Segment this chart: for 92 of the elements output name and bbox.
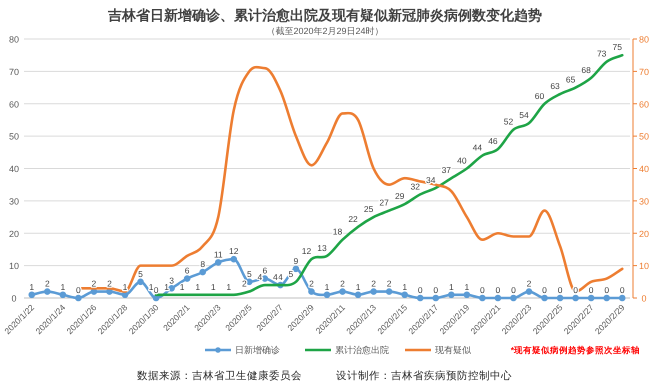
data-label: 2 xyxy=(526,278,532,289)
data-label: 0 xyxy=(433,285,438,295)
data-label: 1 xyxy=(164,282,170,292)
y-tick-label: 30 xyxy=(8,196,20,206)
data-label: 5 xyxy=(138,268,144,279)
data-label: 34 xyxy=(426,174,436,185)
data-label: 2 xyxy=(107,278,112,289)
data-label: 0 xyxy=(542,285,548,295)
data-label: 40 xyxy=(457,156,467,166)
data-label: 6 xyxy=(184,266,190,276)
y-tick-label: 70 xyxy=(8,66,20,77)
data-label: 2 xyxy=(92,278,97,289)
data-label: 25 xyxy=(364,204,374,214)
data-label: 0 xyxy=(604,285,610,295)
data-label: 22 xyxy=(348,214,358,224)
data-label: 2 xyxy=(371,278,376,289)
data-label: 13 xyxy=(317,242,327,253)
legend-label: 现有疑似 xyxy=(435,345,471,355)
data-label: 65 xyxy=(566,74,576,85)
data-label: 1 xyxy=(210,282,216,292)
y2-tick-label: 50 xyxy=(638,132,650,142)
data-label: 0 xyxy=(558,285,563,295)
data-label: 2 xyxy=(242,278,247,289)
data-label: 52 xyxy=(504,116,514,127)
data-label: 11 xyxy=(214,249,223,260)
data-label: 12 xyxy=(302,246,312,256)
y2-tick-label: 20 xyxy=(638,228,650,239)
data-label: 0 xyxy=(154,285,159,295)
data-label: 75 xyxy=(612,42,622,52)
data-label: 1 xyxy=(402,282,408,292)
y-tick-label: 80 xyxy=(8,34,20,44)
data-label: 1 xyxy=(180,282,185,292)
legend-label: 日新增确诊 xyxy=(235,345,280,355)
data-label: 1 xyxy=(122,282,128,292)
data-label: 0 xyxy=(511,285,516,295)
data-label: 2 xyxy=(340,278,346,289)
text: *现有疑似病例趋势参照次坐标轴 xyxy=(510,345,640,355)
chart-title: 吉林省日新增确诊、累计治愈出院及现有疑似新冠肺炎病例数变化趋势 xyxy=(107,7,542,23)
legend-label: 累计治愈出院 xyxy=(335,345,389,355)
y2-tick-label: 80 xyxy=(638,34,650,44)
data-label: 60 xyxy=(534,90,545,101)
data-label: 46 xyxy=(488,136,498,146)
y2-tick-label: 40 xyxy=(638,164,650,174)
data-label: 0 xyxy=(620,285,625,295)
data-label: 1 xyxy=(464,282,470,292)
data-label: 9 xyxy=(294,256,299,266)
data-label: 4 xyxy=(278,272,284,282)
y2-tick-label: 30 xyxy=(638,196,650,206)
data-label: 73 xyxy=(596,48,607,59)
y-tick-label: 10 xyxy=(8,261,20,272)
text: 设计制作：吉林省疾病预防控制中心 xyxy=(336,369,512,382)
data-label: 1 xyxy=(356,282,361,292)
data-label: 37 xyxy=(442,165,452,176)
data-label: 27 xyxy=(379,198,390,208)
data-label: 12 xyxy=(229,246,239,256)
data-label: 1 xyxy=(324,282,330,292)
data-label: 8 xyxy=(200,259,206,270)
data-label: 18 xyxy=(332,226,343,237)
source-note: 数据来源：吉林省卫生健康委员会 xyxy=(137,369,302,382)
data-label: 3 xyxy=(169,275,174,286)
data-label: 54 xyxy=(519,110,529,120)
y2-tick-label: 10 xyxy=(638,261,650,272)
data-label: 1 xyxy=(60,282,66,292)
y-tick-label: 60 xyxy=(8,99,20,110)
y2-tick-label: 0 xyxy=(641,294,647,304)
data-label: 1 xyxy=(448,282,454,292)
data-label: 29 xyxy=(394,191,405,202)
y-tick-label: 50 xyxy=(8,132,20,142)
data-label: 0 xyxy=(588,285,594,295)
y-tick-label: 20 xyxy=(8,228,20,239)
data-label: 0 xyxy=(418,285,423,295)
data-label: 44 xyxy=(472,142,482,153)
data-label: 1 xyxy=(148,282,154,292)
y-tick-label: 0 xyxy=(11,294,17,304)
data-label: 4 xyxy=(273,272,278,282)
y-tick-label: 40 xyxy=(8,164,20,174)
data-label: 0 xyxy=(480,285,486,295)
data-label: 63 xyxy=(550,81,560,92)
data-label: 1 xyxy=(29,282,34,292)
data-label: 6 xyxy=(262,266,268,276)
data-label: 1 xyxy=(195,282,200,292)
data-label: 0 xyxy=(496,285,501,295)
data-label: 5 xyxy=(246,268,252,279)
data-label: 2 xyxy=(386,278,392,289)
y2-tick-label: 60 xyxy=(638,99,650,110)
data-label: 68 xyxy=(581,64,592,75)
chart-subtitle: （截至2020年2月29日24时） xyxy=(266,26,384,36)
data-label: 1 xyxy=(226,282,232,292)
data-label: 32 xyxy=(410,181,420,192)
data-label: 2 xyxy=(44,278,50,289)
data-label: 2 xyxy=(309,278,314,289)
y2-tick-label: 70 xyxy=(638,66,650,77)
